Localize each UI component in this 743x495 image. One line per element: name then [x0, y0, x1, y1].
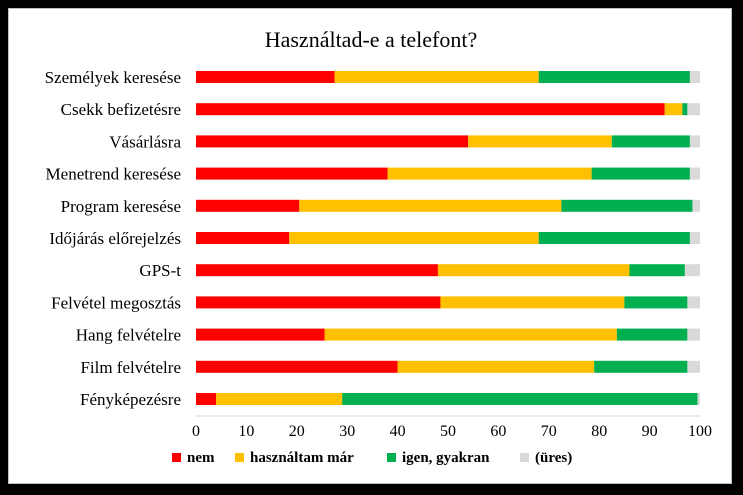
legend-item: igen, gyakran — [387, 450, 490, 466]
chart-title: Használtad-e a telefont? — [265, 27, 478, 52]
bar-segment — [538, 232, 690, 244]
legend: nem használtam már igen, gyakran (üres) — [172, 450, 572, 466]
bar-segment — [687, 328, 700, 341]
x-tick-label: 50 — [440, 423, 456, 440]
bar-segment — [289, 232, 539, 244]
category-label: Film felvételre — [80, 358, 181, 377]
bar-segment — [324, 328, 617, 341]
bar-segment — [196, 103, 665, 116]
bars — [196, 71, 700, 405]
x-tick-label: 70 — [541, 423, 557, 440]
legend-label: nem — [187, 450, 215, 466]
x-tick-label: 40 — [390, 423, 406, 440]
legend-swatch — [172, 453, 181, 462]
legend-item: nem — [172, 450, 215, 466]
bar-segment — [692, 199, 700, 212]
bar-segment — [629, 264, 685, 277]
bar-segment — [684, 264, 700, 277]
legend-label: használtam már — [250, 450, 354, 466]
bar-segment — [437, 264, 630, 277]
bar-segment — [689, 167, 700, 180]
bar-segment — [689, 232, 700, 244]
legend-swatch — [387, 453, 396, 462]
bar-segment — [594, 360, 688, 373]
bar-segment — [561, 199, 693, 212]
bar-segment — [397, 360, 595, 373]
legend-label: igen, gyakran — [402, 450, 490, 466]
bar-segment — [468, 135, 612, 148]
category-label: Csekk befizetésre — [61, 100, 181, 119]
bar-segment — [216, 393, 343, 405]
bar-segment — [334, 71, 539, 83]
category-label: Vásárlásra — [109, 132, 181, 151]
bar-segment — [687, 360, 700, 373]
chart-frame: Használtad-e a telefont? Személyek keres… — [8, 8, 732, 484]
category-label: Menetrend keresése — [46, 165, 181, 184]
bar-segment — [538, 71, 690, 83]
x-tick-label: 0 — [192, 423, 200, 440]
bar-segment — [689, 135, 700, 148]
x-tick-label: 90 — [642, 423, 658, 440]
bar-segment — [196, 232, 290, 244]
bar-segment — [440, 296, 625, 309]
bar-segment — [196, 135, 469, 148]
category-label: Program keresése — [61, 197, 181, 216]
x-tick-label: 80 — [591, 423, 607, 440]
bar-segment — [342, 393, 698, 405]
legend-item: használtam már — [235, 450, 354, 466]
category-label: Fényképezésre — [80, 390, 181, 409]
legend-swatch — [235, 453, 244, 462]
bar-segment — [616, 328, 688, 341]
bar-segment — [687, 103, 700, 116]
bar-segment — [387, 167, 592, 180]
category-label: Felvétel megosztás — [51, 293, 181, 312]
x-axis: 0 10 20 30 40 50 60 70 80 90 100 — [192, 415, 712, 440]
bar-segment — [687, 296, 700, 309]
bar-segment — [624, 296, 688, 309]
category-labels: Személyek keresése Csekk befizetésre Vásár… — [45, 68, 182, 409]
x-tick-label: 60 — [490, 423, 506, 440]
bar-segment — [196, 71, 335, 83]
bar-segment — [697, 393, 700, 405]
bar-segment — [196, 393, 217, 405]
bar-segment — [682, 103, 688, 116]
bar-segment — [196, 328, 325, 341]
legend-swatch — [520, 453, 529, 462]
bar-segment — [664, 103, 683, 116]
bar-segment — [611, 135, 690, 148]
category-label: Hang felvételre — [76, 326, 181, 345]
bar-segment — [299, 199, 562, 212]
category-label: Személyek keresése — [45, 68, 181, 87]
x-tick-label: 20 — [289, 423, 305, 440]
legend-item: (üres) — [520, 450, 572, 466]
legend-label: (üres) — [535, 450, 572, 466]
bar-segment — [196, 199, 300, 212]
bar-segment — [196, 296, 441, 309]
bar-segment — [196, 167, 388, 180]
category-label: GPS-t — [139, 261, 181, 280]
x-tick-label: 100 — [688, 423, 712, 440]
x-tick-label: 10 — [238, 423, 254, 440]
category-label: Időjárás előrejelzés — [49, 229, 181, 248]
bar-segment — [196, 360, 398, 373]
chart-svg: Használtad-e a telefont? Személyek keres… — [45, 27, 712, 466]
bar-segment — [689, 71, 700, 83]
bar-segment — [196, 264, 438, 277]
x-tick-label: 30 — [339, 423, 355, 440]
bar-segment — [591, 167, 690, 180]
